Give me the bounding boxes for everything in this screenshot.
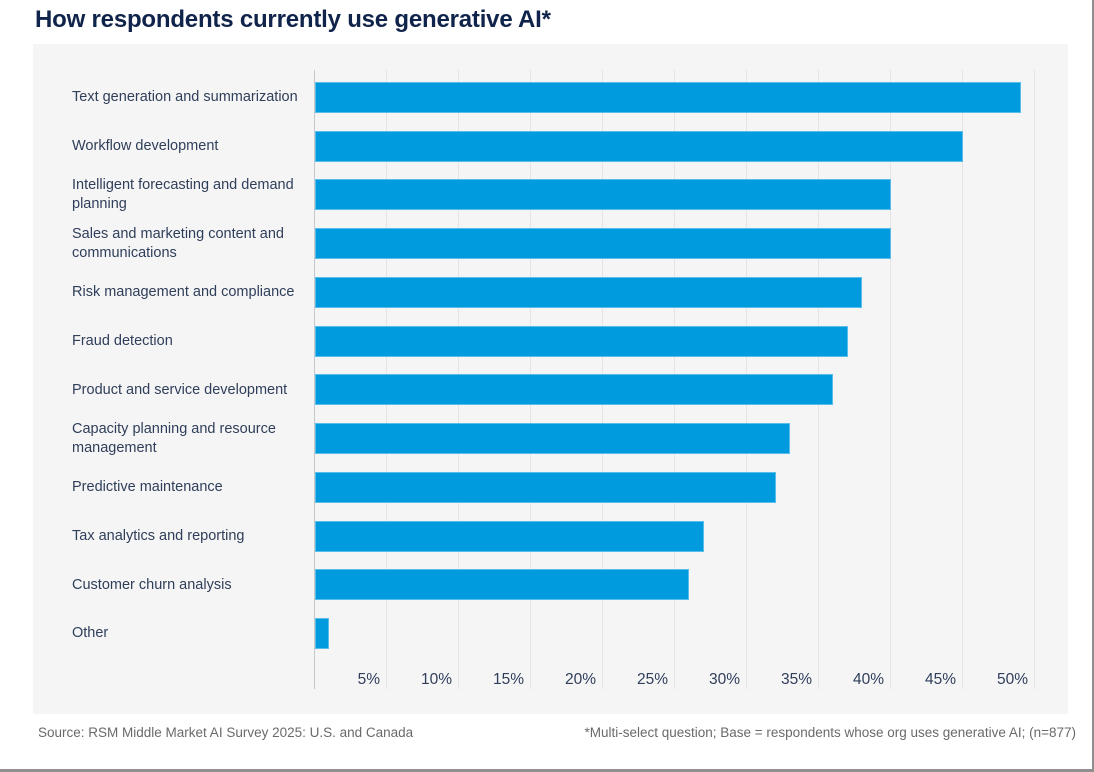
category-label: Risk management and compliance	[72, 284, 295, 301]
category-label: Fraud detection	[72, 332, 173, 349]
x-tick-label: 25%	[636, 671, 668, 688]
source-text: Source: RSM Middle Market AI Survey 2025…	[38, 725, 414, 740]
gridline	[890, 70, 891, 689]
x-tick-label: 40%	[852, 671, 884, 688]
category-label: Predictive maintenance	[72, 479, 223, 496]
category-label: Other	[72, 625, 109, 642]
x-tick-label: 50%	[996, 671, 1028, 688]
x-tick-label: 35%	[780, 671, 812, 688]
bar	[315, 325, 848, 357]
bar	[315, 228, 891, 260]
category-label: Sales and marketing content and communic…	[72, 226, 284, 261]
x-tick-label: 15%	[492, 671, 524, 688]
category-label: Intelligent forecasting and demand plann…	[72, 177, 294, 212]
bar	[315, 569, 690, 601]
chart-title: How respondents currently use generative…	[35, 6, 551, 33]
gridline	[1034, 70, 1035, 689]
bar	[315, 130, 963, 162]
x-axis-line	[314, 70, 315, 689]
bar	[315, 618, 330, 650]
x-tick-label: 45%	[924, 671, 956, 688]
category-label: Text generation and summarization	[72, 89, 298, 106]
category-label: Capacity planning and resource managemen…	[72, 421, 276, 456]
x-tick-label: 20%	[564, 671, 596, 688]
gridline	[962, 70, 963, 689]
x-tick-label: 5%	[357, 671, 380, 688]
bar	[315, 471, 776, 503]
category-label: Product and service development	[72, 381, 288, 398]
footnote-text: *Multi-select question; Base = responden…	[584, 725, 1076, 740]
bar	[315, 374, 834, 406]
x-tick-label: 30%	[708, 671, 740, 688]
category-label: Workflow development	[72, 137, 219, 154]
category-label: Tax analytics and reporting	[72, 527, 245, 544]
bar	[315, 179, 891, 211]
chart-panel: 5% 10% 15% 20% 25% 30% 35% 40% 45% 50% Text genera…	[33, 44, 1068, 714]
bar	[315, 520, 704, 552]
bar	[315, 276, 863, 308]
bar	[315, 81, 1021, 113]
bar	[315, 423, 791, 455]
category-label: Customer churn analysis	[72, 576, 232, 593]
x-tick-label: 10%	[420, 671, 452, 688]
